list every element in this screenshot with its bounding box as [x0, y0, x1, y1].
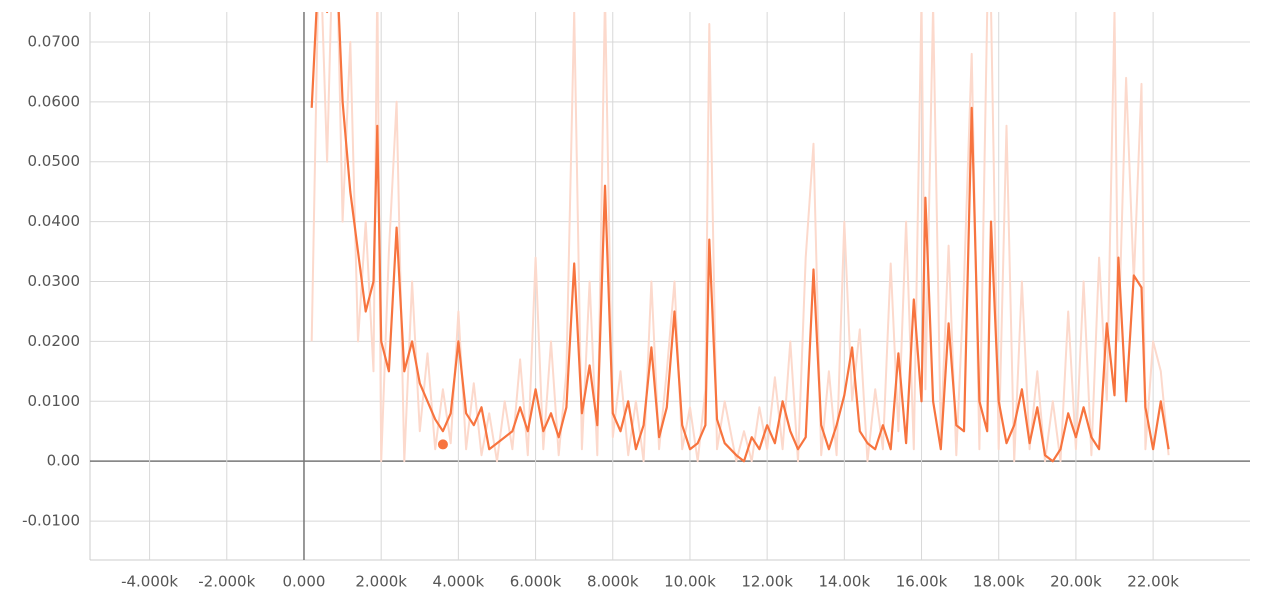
y-tick-label: 0.0600: [28, 92, 81, 110]
x-tick-label: 0.000: [283, 573, 326, 591]
x-tick-label: 4.000k: [433, 573, 485, 591]
series-line: [310, 12, 1170, 463]
x-tick-label: -2.000k: [198, 573, 255, 591]
x-tick-label: 6.000k: [510, 573, 562, 591]
y-tick-label: 0.0400: [28, 212, 81, 230]
highlight-point: [437, 439, 448, 450]
y-tick-label: 0.0100: [28, 392, 81, 410]
x-tick-label: 10.00k: [664, 573, 716, 591]
x-tick-label: 14.00k: [819, 573, 871, 591]
x-tick-label: -4.000k: [121, 573, 178, 591]
plot-area: [310, 12, 1170, 463]
y-tick-label: 0.0500: [28, 152, 81, 170]
x-tick-label: 20.00k: [1050, 573, 1102, 591]
y-tick-label: 0.0200: [28, 332, 81, 350]
x-tick-label: 18.00k: [973, 573, 1025, 591]
series-line: [310, 12, 1170, 463]
y-tick-label: 0.0700: [28, 32, 81, 50]
x-tick-label: 12.00k: [741, 573, 793, 591]
y-tick-label: -0.0100: [22, 512, 80, 530]
x-tick-label: 2.000k: [355, 573, 407, 591]
x-tick-label: 22.00k: [1127, 573, 1179, 591]
x-tick-label: 16.00k: [896, 573, 948, 591]
y-tick-label: 0.00: [47, 452, 80, 470]
x-tick-label: 8.000k: [587, 573, 639, 591]
y-tick-label: 0.0300: [28, 272, 81, 290]
